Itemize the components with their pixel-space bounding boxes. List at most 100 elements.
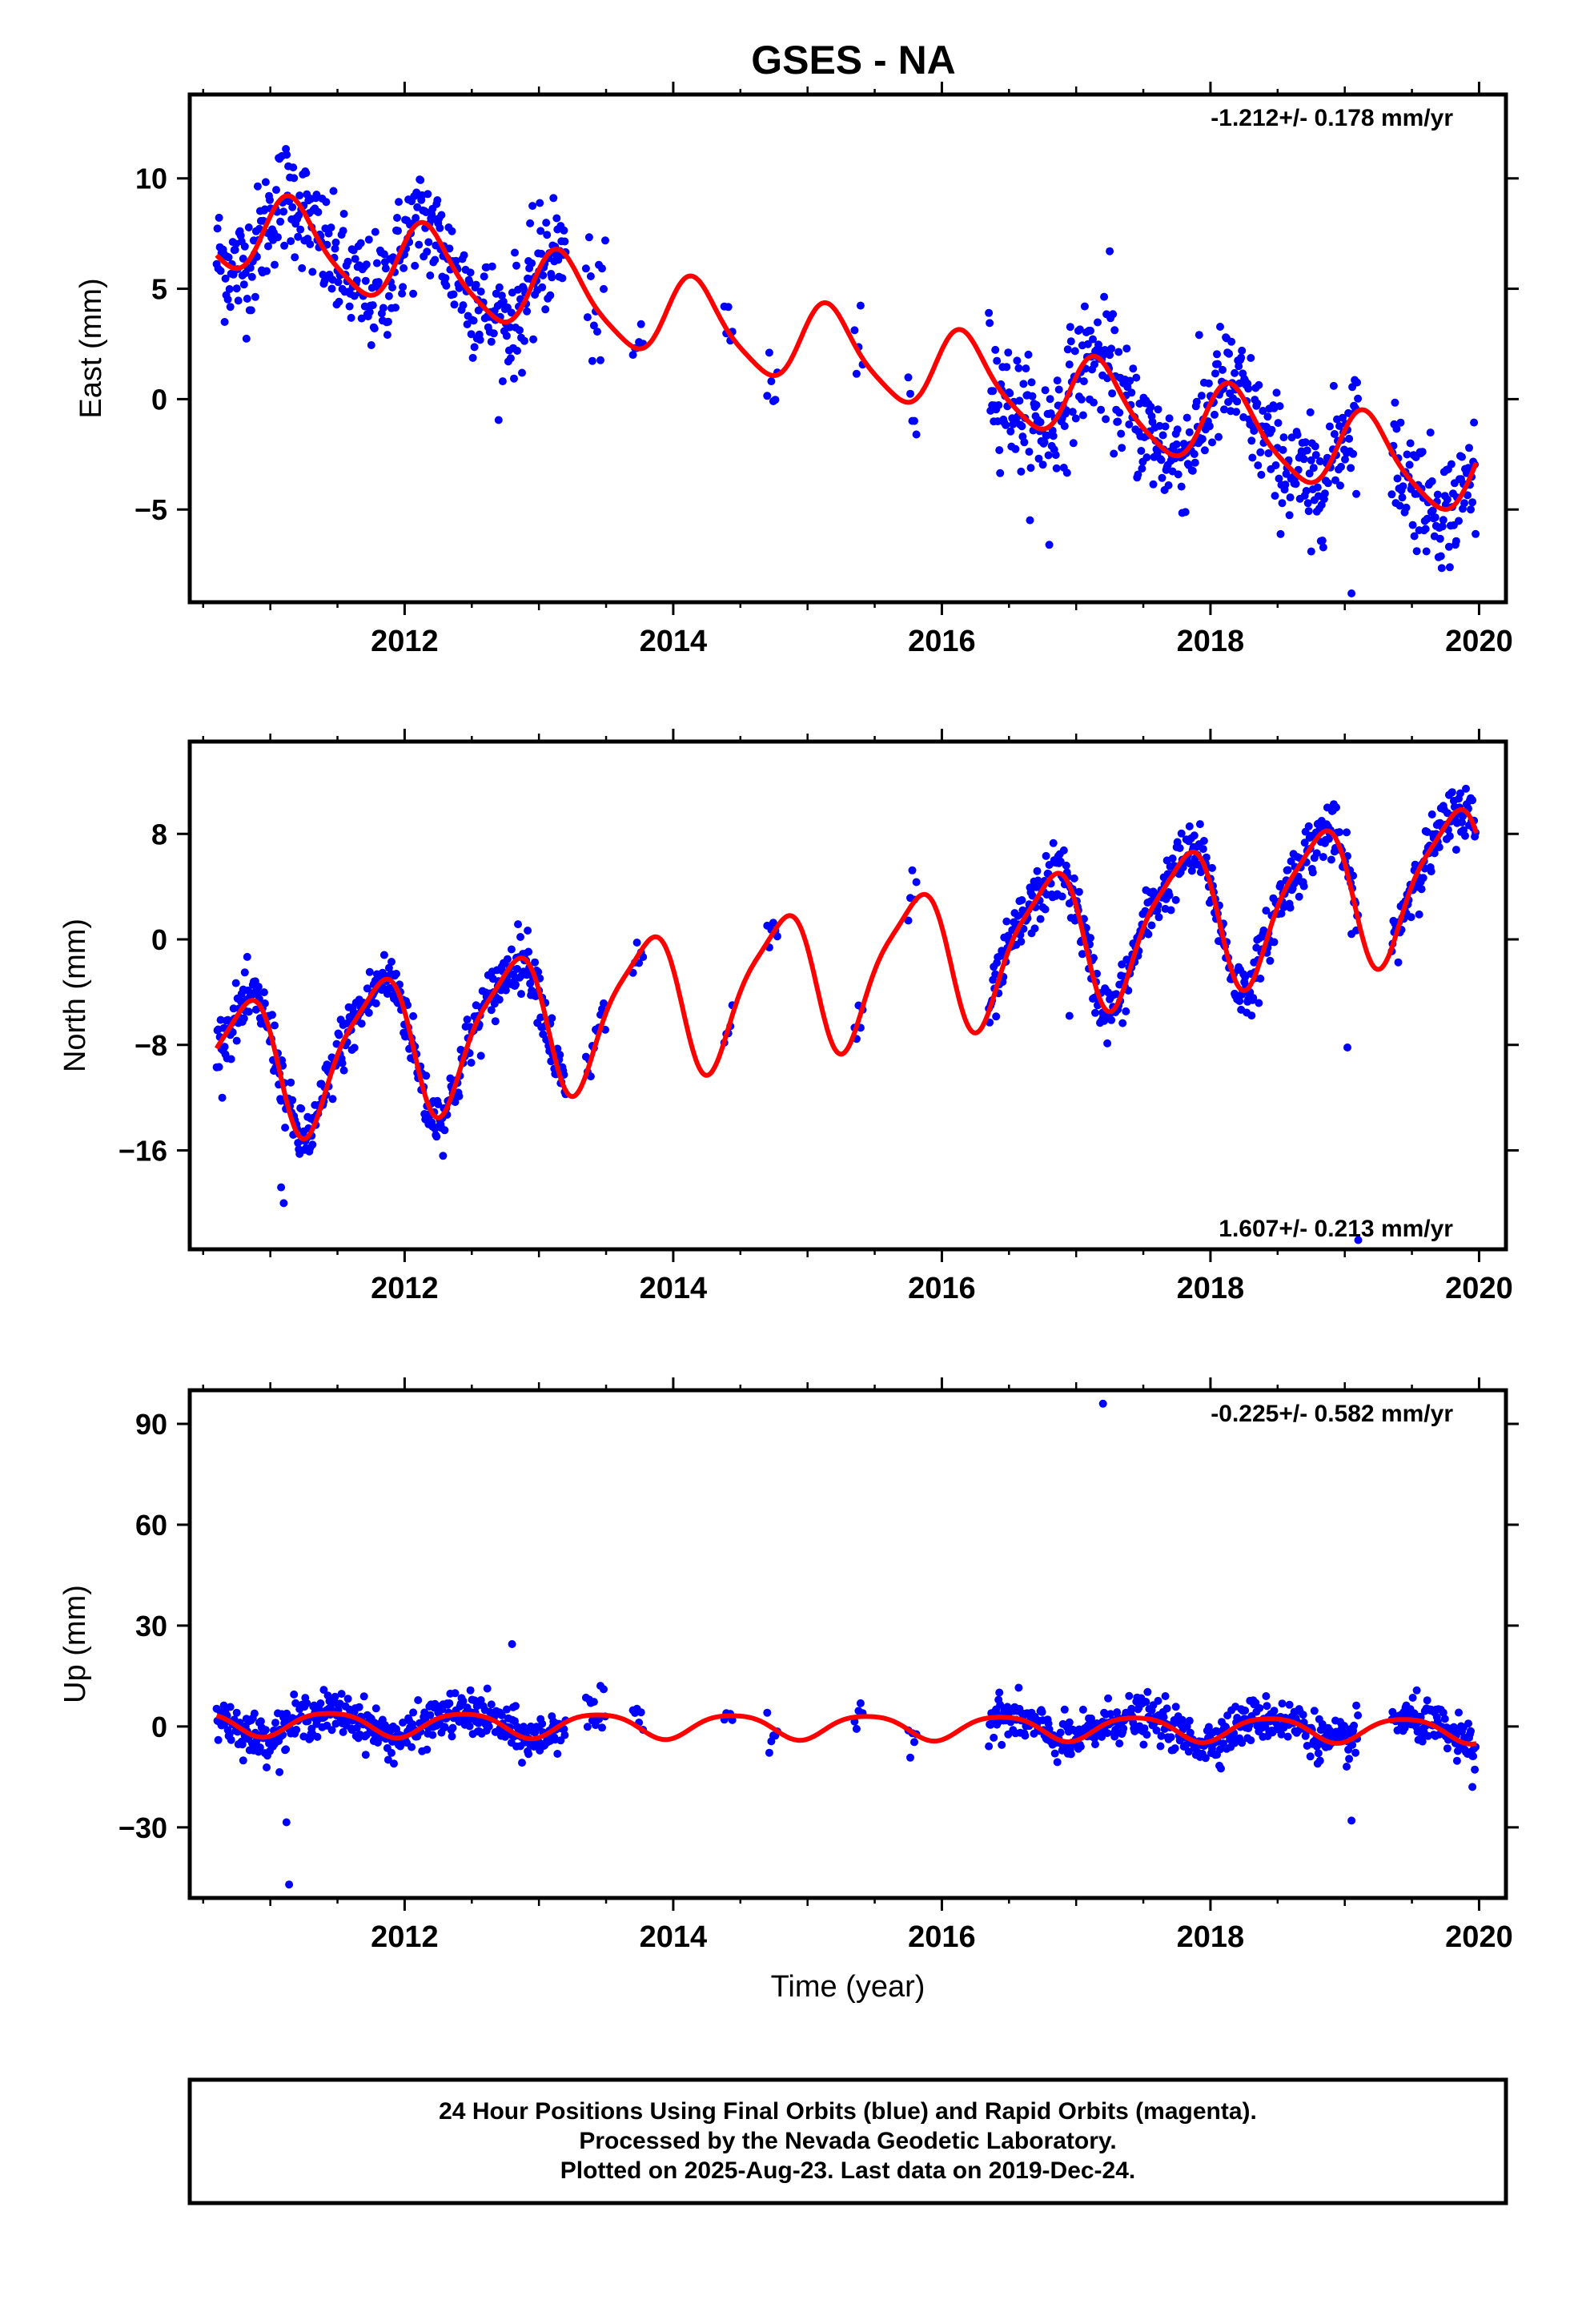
up-point	[1065, 1718, 1074, 1727]
north-point	[1308, 868, 1317, 877]
up-point	[339, 1727, 347, 1736]
north-rate-label: 1.607+/- 0.213 mm/yr	[1219, 1216, 1453, 1242]
up-point	[256, 1717, 265, 1726]
up-point	[1186, 1728, 1195, 1737]
up-point	[250, 1709, 259, 1718]
east-point	[581, 264, 590, 273]
east-y-axis-label: East (mm)	[74, 278, 108, 418]
east-point	[1097, 405, 1106, 414]
east-point	[1460, 499, 1468, 508]
north-point	[1456, 789, 1464, 798]
east-point	[1336, 481, 1344, 490]
up-x-tick-label: 2016	[908, 1920, 976, 1954]
north-point	[268, 1011, 276, 1019]
north-point	[1187, 866, 1196, 875]
north-x-tick-label: 2014	[640, 1272, 708, 1305]
east-point	[367, 341, 375, 349]
east-point	[767, 377, 776, 386]
up-outlier-point	[1468, 1783, 1477, 1791]
east-point	[1235, 362, 1243, 371]
up-point	[1270, 1707, 1279, 1715]
north-point	[218, 1093, 227, 1102]
up-point	[383, 1755, 392, 1764]
north-point	[467, 1059, 476, 1067]
north-point	[231, 979, 240, 987]
north-x-tick-label: 2016	[908, 1272, 976, 1305]
east-point	[1399, 482, 1407, 491]
north-point	[240, 968, 249, 977]
up-point	[598, 1723, 606, 1732]
up-point	[414, 1696, 423, 1704]
east-point	[437, 211, 446, 219]
up-point	[538, 1719, 547, 1728]
north-point	[1461, 831, 1469, 840]
north-point	[513, 964, 521, 973]
east-point	[986, 319, 994, 328]
north-point	[1283, 866, 1292, 875]
north-point	[586, 1072, 595, 1081]
east-point	[239, 280, 248, 289]
east-point	[996, 468, 1005, 477]
east-point	[1174, 470, 1182, 479]
east-point	[1054, 385, 1063, 394]
east-point	[1396, 418, 1405, 427]
up-point	[426, 1711, 435, 1719]
east-point	[1275, 402, 1284, 411]
east-point	[339, 227, 347, 235]
up-point	[472, 1702, 481, 1711]
north-point	[1262, 907, 1271, 915]
up-point	[1185, 1716, 1194, 1725]
east-point	[1313, 483, 1322, 492]
east-point	[560, 237, 569, 246]
east-point	[583, 313, 592, 322]
north-point	[912, 878, 921, 887]
north-outlier-point	[1354, 1236, 1363, 1244]
chart-title: GSES - NA	[751, 38, 956, 82]
up-point	[1343, 1763, 1351, 1771]
north-point	[1199, 837, 1208, 845]
north-point	[1059, 846, 1068, 854]
east-point	[445, 244, 454, 253]
east-point	[1173, 425, 1182, 434]
east-point	[225, 285, 234, 293]
east-point	[1225, 349, 1234, 358]
east-point	[1102, 415, 1110, 424]
east-y-tick-label: 10	[135, 163, 167, 195]
north-point	[254, 983, 263, 991]
east-point	[467, 330, 476, 339]
north-point	[1411, 860, 1419, 869]
east-point	[379, 304, 387, 312]
east-point	[1426, 428, 1435, 437]
north-point	[1299, 882, 1308, 891]
east-x-tick-label: 2018	[1177, 625, 1245, 658]
east-point	[1263, 412, 1272, 421]
east-point	[357, 314, 366, 323]
east-point	[1157, 456, 1166, 464]
east-point	[906, 389, 914, 398]
east-point	[1198, 435, 1207, 444]
north-point	[548, 1014, 556, 1023]
north-point	[384, 963, 393, 972]
east-point	[1089, 335, 1097, 344]
east-point	[1006, 389, 1014, 398]
east-point	[1259, 407, 1267, 415]
north-point	[769, 919, 777, 927]
east-point	[1146, 403, 1155, 411]
north-y-axis-label: North (mm)	[58, 919, 92, 1072]
north-point	[271, 1021, 279, 1030]
up-point	[1262, 1692, 1271, 1700]
east-point	[1264, 449, 1273, 457]
east-point	[1465, 444, 1473, 452]
east-point	[1158, 473, 1166, 482]
east-point	[489, 329, 498, 338]
east-point	[296, 225, 305, 234]
up-point	[487, 1700, 496, 1709]
east-point	[1428, 506, 1437, 515]
east-point	[215, 213, 223, 222]
north-point	[1090, 954, 1098, 963]
east-point	[1108, 389, 1117, 398]
east-point	[393, 214, 401, 222]
east-point	[1052, 464, 1061, 472]
east-point	[1041, 386, 1050, 395]
